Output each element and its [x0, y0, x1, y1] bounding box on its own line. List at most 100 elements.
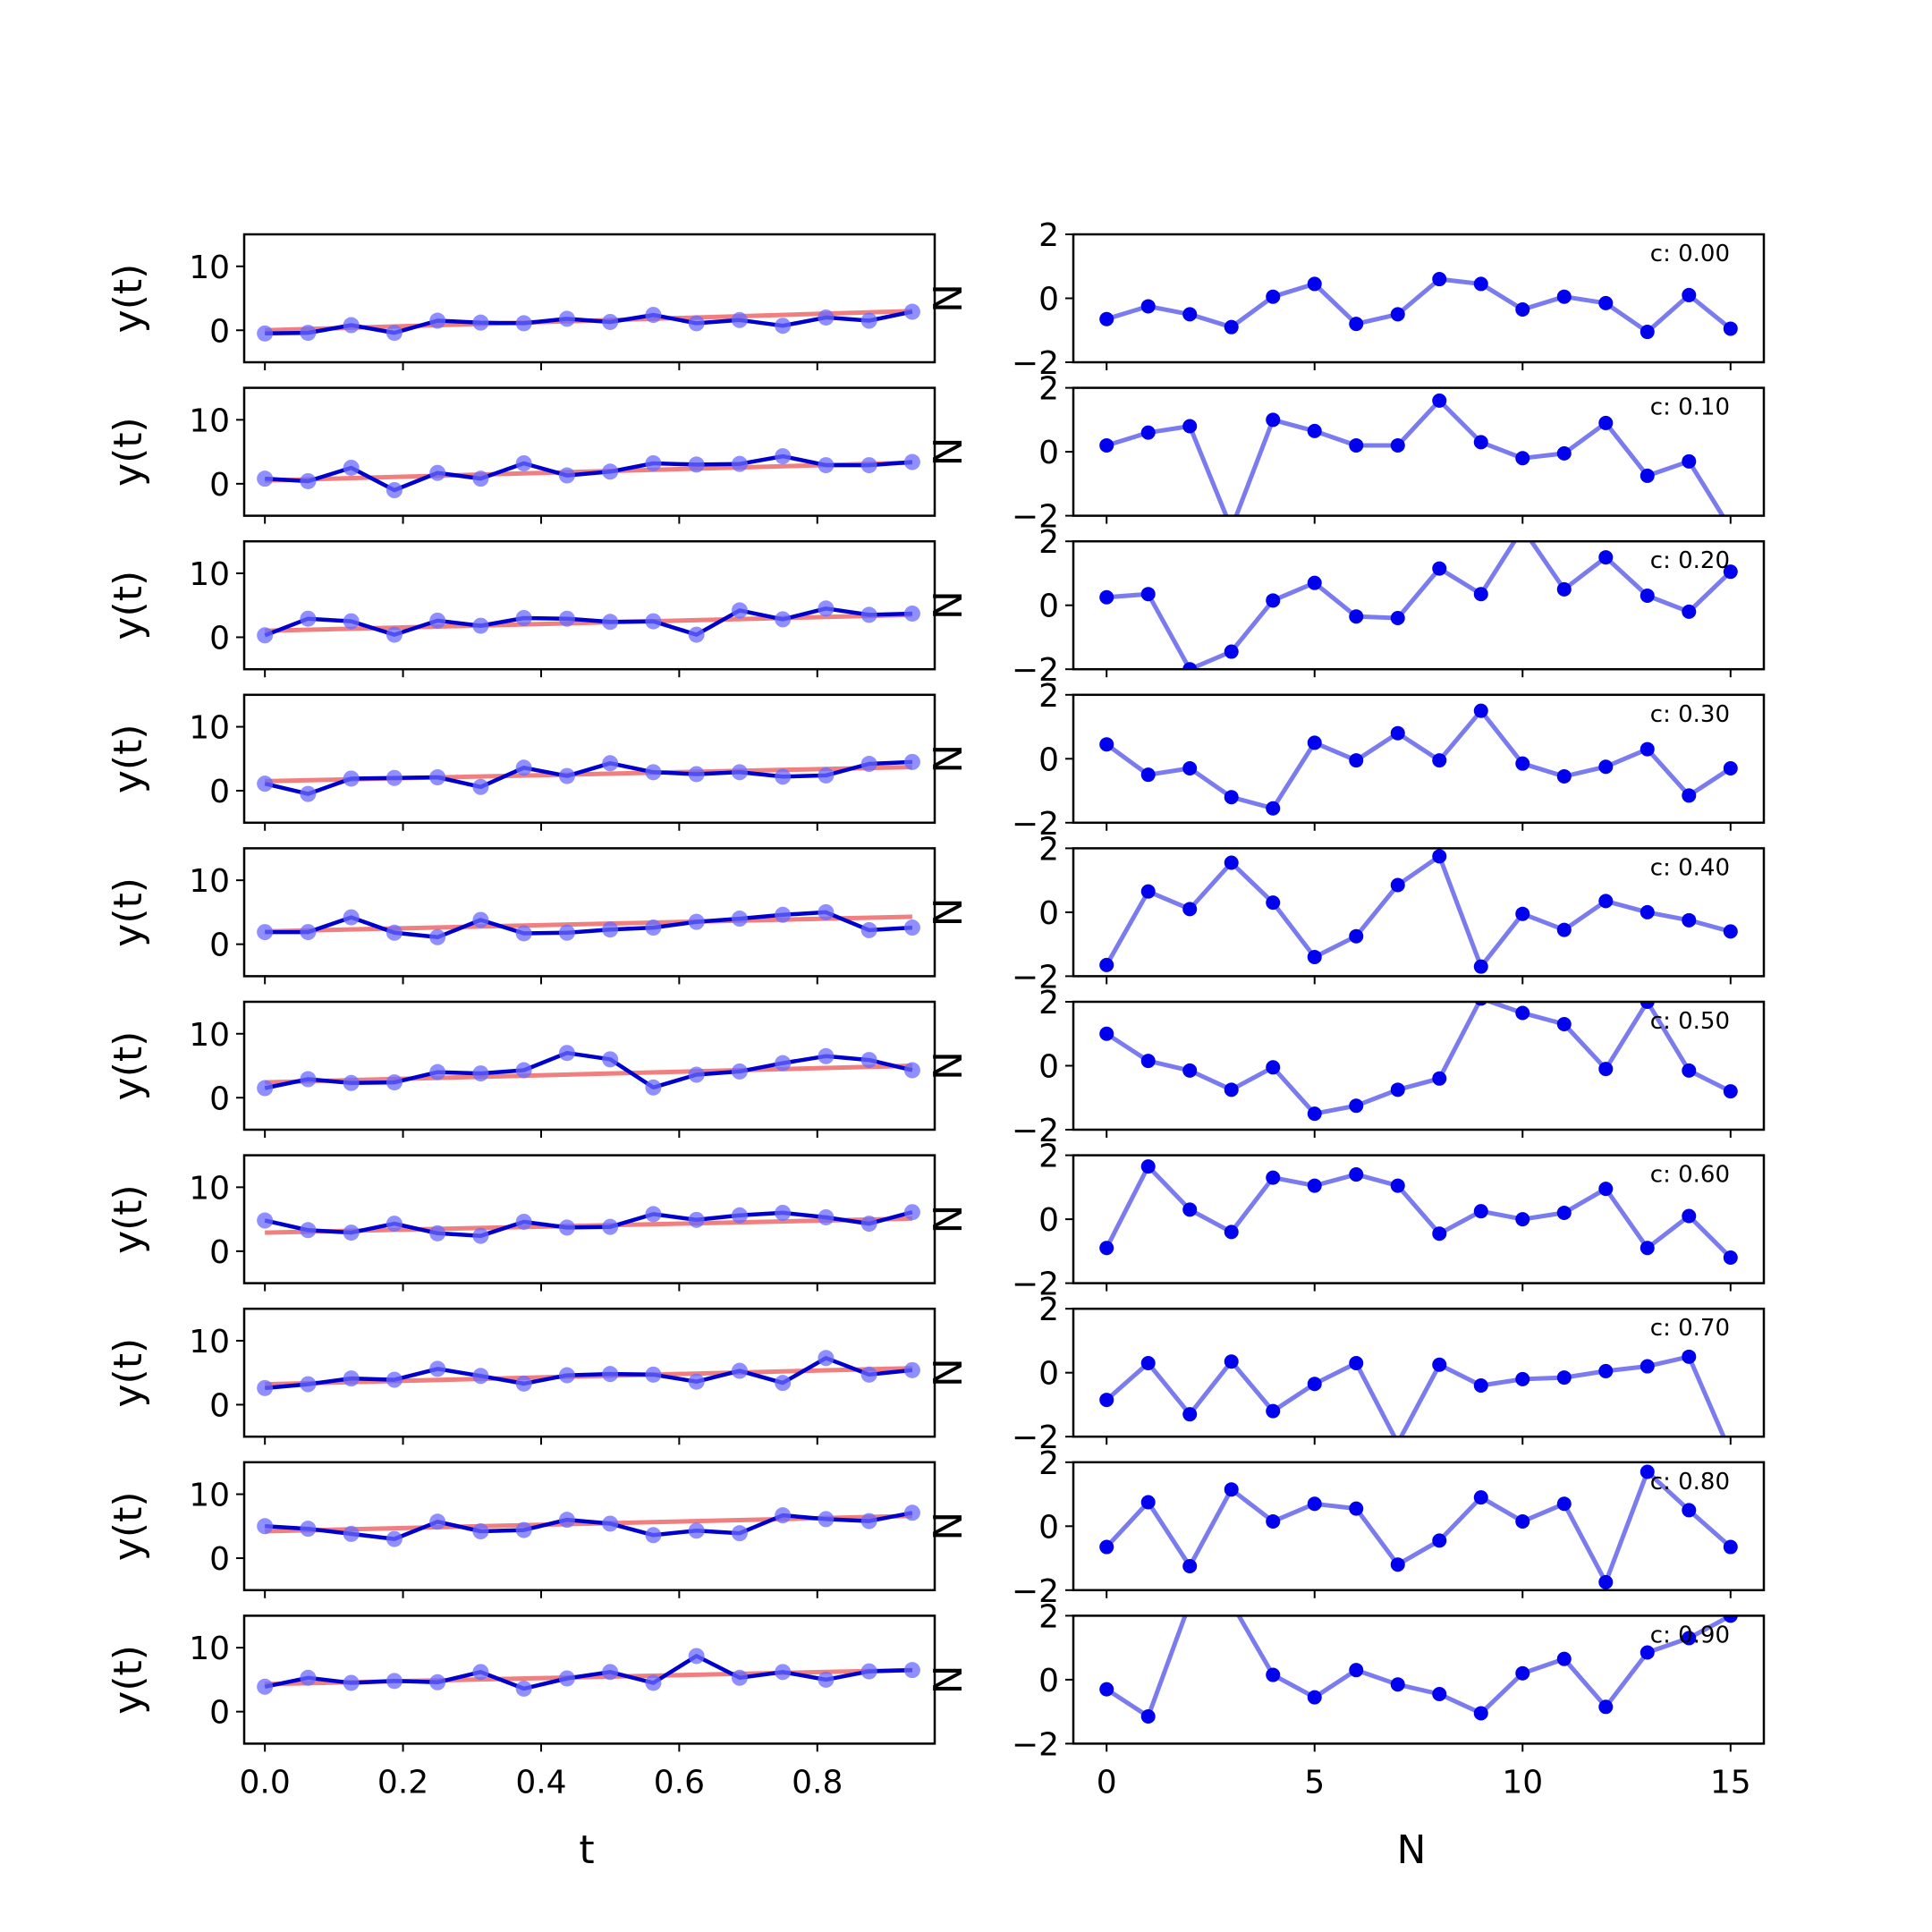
data-point — [1598, 295, 1614, 310]
right-panel-7: c: 0.70 −2 0 2 N — [926, 1292, 1766, 1456]
data-point — [472, 1065, 489, 1082]
y-tick-label: 0 — [1038, 1663, 1059, 1699]
data-point — [1682, 1063, 1697, 1078]
right-plot-area — [1099, 1349, 1726, 1437]
y-axis-label: N — [926, 1205, 971, 1234]
y-tick-label: 0 — [1038, 895, 1059, 932]
data-point — [688, 315, 705, 332]
y-tick-label: 0 — [209, 467, 230, 504]
data-point — [1266, 1667, 1281, 1682]
y-axis-label: y(t) — [106, 724, 151, 793]
data-point — [1140, 1355, 1156, 1370]
left-panel-frame — [242, 539, 936, 671]
data-point — [300, 1071, 317, 1088]
panel-annotation: c: 0.60 — [1650, 1162, 1730, 1189]
data-line — [1104, 1164, 1733, 1259]
data-point — [1140, 884, 1156, 899]
y-tick-label: 2 — [1038, 985, 1059, 1021]
left-panel-7: 0 10 y(t) — [106, 1307, 936, 1445]
data-line — [1106, 398, 1725, 516]
data-point — [731, 602, 748, 619]
left-panel-5: 0 10 y(t) — [106, 1000, 936, 1138]
data-point — [1723, 1084, 1738, 1099]
data-point — [1099, 1393, 1114, 1408]
data-point — [1182, 761, 1198, 776]
data-point — [515, 1375, 532, 1392]
right-panel-3: c: 0.30 −2 0 2 N — [926, 678, 1766, 843]
data-point — [818, 1047, 835, 1064]
data-point — [731, 1669, 748, 1686]
data-point — [1473, 1706, 1488, 1721]
data-point — [645, 454, 662, 471]
data-point — [1640, 1645, 1655, 1660]
data-point — [515, 1680, 532, 1697]
data-point — [386, 482, 402, 498]
data-point — [1556, 768, 1572, 784]
data-point — [1182, 902, 1198, 917]
data-point — [860, 1366, 877, 1383]
data-point — [1224, 790, 1239, 805]
data-point — [429, 312, 446, 329]
data-line — [1105, 1470, 1733, 1585]
data-point — [515, 1213, 532, 1230]
y-axis-label: N — [926, 437, 971, 467]
data-point — [1349, 317, 1364, 332]
data-point — [1682, 1503, 1697, 1518]
data-point — [1640, 904, 1655, 919]
data-point — [1556, 1370, 1572, 1385]
data-point — [1266, 1403, 1281, 1419]
data-point — [1099, 437, 1114, 453]
y-tick-label: 2 — [1038, 1139, 1059, 1175]
data-point — [1640, 1002, 1655, 1009]
data-point — [1515, 1212, 1530, 1227]
data-line — [1105, 853, 1732, 970]
y-tick-label: 0 — [1038, 741, 1059, 778]
y-tick-label: 0 — [209, 1234, 230, 1271]
data-line — [1106, 541, 1733, 670]
data-point — [257, 1080, 274, 1097]
left-panel-0: 0 10 y(t) — [106, 233, 936, 370]
data-point — [1515, 1513, 1530, 1529]
data-point — [860, 1513, 877, 1530]
data-point — [343, 1525, 360, 1542]
data-point — [1556, 1017, 1572, 1032]
data-point — [1349, 928, 1364, 944]
data-point — [1473, 587, 1488, 602]
right-panel-2: c: 0.20 −2 0 2 N — [926, 524, 1766, 689]
data-point — [1182, 307, 1198, 322]
data-point — [1473, 276, 1488, 292]
data-point — [472, 470, 489, 487]
left-panel-8: 0 10 y(t) — [106, 1461, 936, 1598]
y-tick-label: 2 — [1038, 371, 1059, 408]
data-point — [1099, 1241, 1114, 1256]
data-point — [1598, 1062, 1614, 1077]
y-tick-label: −2 — [1012, 652, 1059, 689]
data-point — [1182, 662, 1198, 670]
data-point — [1266, 1060, 1281, 1075]
y-tick-label: 0 — [209, 774, 230, 810]
data-point — [1515, 451, 1530, 466]
y-axis-label: y(t) — [106, 1184, 151, 1254]
data-point — [645, 1527, 662, 1544]
data-point — [1640, 468, 1655, 483]
data-point — [1307, 1377, 1322, 1392]
data-point — [1473, 1490, 1488, 1505]
data-point — [1390, 611, 1405, 625]
data-point — [1349, 1663, 1364, 1678]
data-point — [645, 307, 662, 324]
y-tick-label: 0 — [209, 1541, 230, 1578]
data-point — [1682, 604, 1697, 619]
data-point — [1556, 445, 1572, 461]
left-panel-4: 0 10 y(t) — [106, 847, 936, 985]
data-point — [558, 610, 575, 627]
data-point — [1515, 1005, 1530, 1021]
data-point — [731, 1207, 748, 1224]
left-panel-frame — [242, 1000, 936, 1131]
data-point — [1598, 550, 1614, 565]
y-tick-label: 10 — [189, 1631, 230, 1667]
left-panel-9: 0 10 0.0 0.2 0.4 0.6 0.8 y(t) — [106, 1614, 936, 1801]
left-panel-2: 0 10 y(t) — [106, 539, 936, 678]
panel-annotation: c: 0.10 — [1650, 394, 1730, 421]
data-point — [1723, 564, 1738, 580]
y-axis-label: N — [926, 1512, 971, 1541]
